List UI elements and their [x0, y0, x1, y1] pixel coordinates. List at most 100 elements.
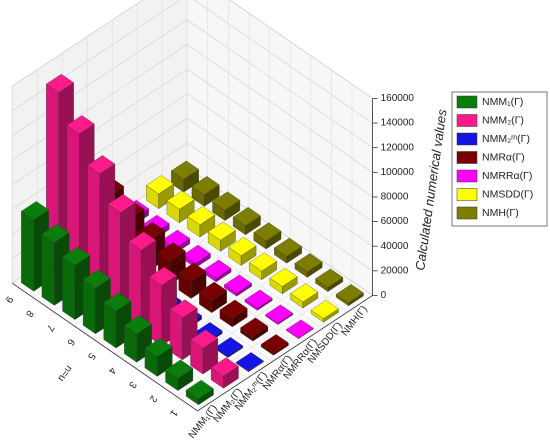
bar-face-top — [87, 155, 116, 174]
bar-face-top — [165, 359, 194, 379]
legend-label: NMH(Γ) — [482, 207, 519, 219]
bar-face-top — [169, 299, 198, 319]
legend-label: NMM₂(Γ) — [482, 114, 524, 126]
z-tick-label: 100000 — [381, 167, 415, 178]
bar-face-front — [62, 256, 76, 320]
bar-face-top — [62, 246, 91, 266]
bar — [199, 281, 227, 313]
legend-swatch — [456, 95, 478, 109]
bar-face-front — [21, 211, 34, 292]
bar-face-top — [285, 319, 314, 339]
bar — [244, 289, 273, 311]
bar — [219, 299, 248, 328]
x-tick-label: 4 — [105, 365, 117, 376]
bar-face-top — [82, 269, 111, 289]
z-tick-label: 40000 — [381, 241, 409, 252]
legend-swatch — [456, 114, 478, 127]
bar — [103, 292, 132, 349]
bar-face-top — [249, 252, 277, 272]
bar — [240, 317, 269, 342]
bar — [62, 246, 91, 320]
legend-label: NMM₁(Γ) — [482, 96, 523, 108]
bar-face-top — [269, 267, 298, 287]
bar — [144, 338, 173, 377]
bar — [253, 222, 282, 250]
z-tick-label: 0 — [381, 290, 387, 301]
bar-face-top — [146, 175, 174, 195]
bar-face-top — [149, 266, 177, 286]
legend-label: NMRα(Γ) — [482, 151, 525, 163]
z-tick-label: 160000 — [381, 93, 415, 104]
z-tick-label: 140000 — [381, 118, 415, 129]
bar — [171, 160, 199, 193]
bar-face-top — [294, 253, 323, 273]
x-tick-label: 3 — [126, 379, 138, 390]
bar — [232, 207, 261, 236]
bar — [260, 334, 289, 356]
bar-face-top — [46, 73, 74, 93]
bar-face-top — [210, 357, 239, 377]
bar-face-top — [166, 190, 195, 210]
bar-face-top — [240, 317, 269, 337]
z-axis-title: Calculated numerical values — [412, 108, 450, 272]
x-tick-label: 6 — [64, 336, 76, 347]
bar-face-top — [232, 207, 261, 226]
bar — [235, 352, 264, 373]
bar — [207, 221, 236, 252]
bar — [224, 274, 252, 297]
x-tick-label: 2 — [147, 393, 159, 404]
bar — [190, 329, 219, 375]
bar-face-top — [310, 300, 339, 319]
z-tick-label: 20000 — [381, 265, 409, 276]
legend-swatch — [456, 206, 478, 220]
bar-face-top — [103, 292, 132, 312]
bar-face-top — [244, 289, 273, 309]
bar — [215, 337, 244, 358]
series-axis — [197, 295, 373, 412]
bar-face-top — [41, 224, 70, 243]
x-tick-label: 7 — [44, 322, 56, 333]
legend-swatch — [456, 151, 478, 164]
bar-face-top — [224, 274, 252, 294]
bar-face-top — [187, 206, 216, 225]
legend-label: NMRRα(Γ) — [482, 170, 532, 182]
z-tick-label: 60000 — [381, 216, 409, 227]
bar — [187, 206, 216, 238]
bar — [191, 176, 220, 207]
x-tick-label: 9 — [2, 294, 14, 305]
bar-face-top — [207, 221, 236, 241]
bar — [269, 267, 298, 295]
bar — [203, 259, 232, 283]
bar — [290, 283, 319, 309]
bar-face-top — [290, 283, 319, 303]
bar — [166, 190, 195, 224]
bar — [178, 262, 207, 299]
bar — [310, 300, 339, 323]
bar — [274, 237, 302, 264]
bar — [107, 194, 136, 318]
bar-face-top — [190, 329, 219, 349]
bar-face-top — [124, 315, 152, 335]
bars — [21, 73, 364, 406]
x-tick-label: 8 — [23, 308, 35, 319]
bar-face-top — [260, 334, 289, 353]
bar-face-top — [21, 201, 49, 220]
bar-face-top — [235, 352, 264, 371]
z-tick-label: 80000 — [381, 192, 409, 203]
bar — [265, 304, 294, 325]
bar-face-top — [253, 222, 282, 242]
bar-face-top — [144, 338, 173, 357]
bar-face-top — [182, 244, 211, 264]
bar-face-top — [185, 380, 214, 399]
series-tick-label: NMM₁(Γ) — [187, 403, 220, 441]
bar — [165, 359, 194, 391]
bar-face-top — [191, 176, 220, 195]
x-axis — [11, 282, 198, 412]
bar-face-front — [82, 279, 96, 335]
bar-face-top — [178, 262, 207, 282]
bar — [185, 380, 214, 406]
bar — [315, 268, 344, 292]
bar — [294, 253, 323, 278]
